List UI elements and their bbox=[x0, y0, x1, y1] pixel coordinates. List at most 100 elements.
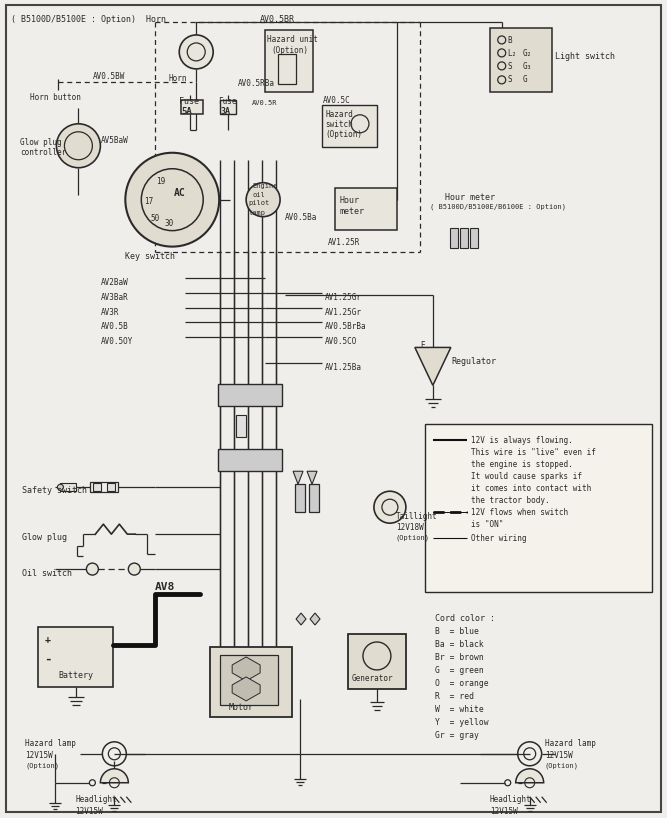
Bar bbox=[93, 483, 101, 492]
Text: Engine: Engine bbox=[252, 182, 277, 189]
Bar bbox=[278, 54, 296, 84]
Bar bbox=[91, 483, 118, 492]
Text: Other wiring: Other wiring bbox=[471, 534, 526, 543]
Text: Hazard unit: Hazard unit bbox=[267, 35, 318, 44]
Bar bbox=[220, 655, 278, 705]
Text: Regulator: Regulator bbox=[452, 357, 497, 366]
Polygon shape bbox=[232, 657, 260, 681]
Text: 12V15W: 12V15W bbox=[490, 807, 518, 816]
Text: Key switch: Key switch bbox=[125, 252, 175, 261]
Text: is "ON": is "ON" bbox=[471, 520, 503, 529]
Bar bbox=[39, 627, 113, 687]
Text: AV3R: AV3R bbox=[100, 308, 119, 317]
Text: AV0.5BW: AV0.5BW bbox=[93, 72, 125, 81]
Text: AV0.5Ba: AV0.5Ba bbox=[285, 213, 317, 222]
Bar bbox=[322, 105, 377, 146]
Text: 50: 50 bbox=[150, 213, 159, 222]
Text: Motor: Motor bbox=[228, 703, 253, 712]
Text: R  = red: R = red bbox=[435, 692, 474, 701]
Text: pilot: pilot bbox=[248, 200, 269, 205]
Text: AV0.5RBa: AV0.5RBa bbox=[238, 79, 275, 88]
Bar bbox=[309, 484, 319, 512]
Text: Horn button: Horn button bbox=[31, 93, 81, 102]
Text: Cord color :: Cord color : bbox=[435, 614, 495, 623]
Bar bbox=[450, 227, 458, 248]
Bar bbox=[61, 483, 77, 492]
Text: Gr = gray: Gr = gray bbox=[435, 730, 479, 739]
Bar bbox=[181, 100, 203, 114]
Text: It would cause sparks if: It would cause sparks if bbox=[471, 472, 582, 481]
Text: S: S bbox=[508, 75, 512, 84]
Text: 12V15W: 12V15W bbox=[25, 751, 53, 760]
Text: 12V flows when switch: 12V flows when switch bbox=[471, 508, 568, 517]
Text: L₂: L₂ bbox=[508, 49, 517, 58]
Text: AV1.25Gr: AV1.25Gr bbox=[325, 293, 362, 302]
Wedge shape bbox=[516, 769, 544, 783]
Polygon shape bbox=[310, 613, 320, 625]
Text: AC: AC bbox=[174, 187, 186, 198]
Text: G₂: G₂ bbox=[523, 49, 532, 58]
Text: the engine is stopped.: the engine is stopped. bbox=[471, 461, 572, 470]
Text: controller: controller bbox=[21, 148, 67, 157]
Text: Hazard lamp: Hazard lamp bbox=[25, 739, 76, 748]
Text: Fuse: Fuse bbox=[218, 97, 237, 106]
Text: (Option): (Option) bbox=[545, 763, 579, 769]
Text: G  = green: G = green bbox=[435, 666, 484, 675]
Text: Safety switch: Safety switch bbox=[23, 486, 87, 495]
Polygon shape bbox=[296, 613, 306, 625]
Wedge shape bbox=[100, 769, 128, 783]
Bar bbox=[210, 647, 292, 717]
Text: W  = white: W = white bbox=[435, 705, 484, 714]
Text: Headlight: Headlight bbox=[75, 795, 117, 804]
Bar bbox=[470, 227, 478, 248]
Polygon shape bbox=[232, 677, 260, 701]
Polygon shape bbox=[293, 471, 303, 484]
Text: Horn: Horn bbox=[168, 74, 187, 83]
Text: (Option): (Option) bbox=[271, 46, 308, 55]
Circle shape bbox=[246, 182, 280, 217]
Text: AV0.5BR: AV0.5BR bbox=[260, 15, 295, 24]
Polygon shape bbox=[307, 471, 317, 484]
Text: AV1.25Ba: AV1.25Ba bbox=[325, 363, 362, 372]
Text: Glow plug: Glow plug bbox=[23, 533, 67, 542]
Text: AV3BaR: AV3BaR bbox=[100, 293, 128, 302]
Text: B: B bbox=[508, 36, 512, 45]
Circle shape bbox=[125, 153, 219, 246]
Text: lamp: lamp bbox=[248, 209, 265, 216]
Text: Headlight: Headlight bbox=[490, 795, 532, 804]
Text: oil: oil bbox=[252, 191, 265, 198]
Text: Y  = yellow: Y = yellow bbox=[435, 718, 488, 727]
Text: the tractor body.: the tractor body. bbox=[471, 497, 550, 506]
Text: 3A: 3A bbox=[220, 107, 230, 116]
Text: 12V is always flowing.: 12V is always flowing. bbox=[471, 436, 572, 445]
Text: -: - bbox=[45, 653, 52, 666]
Text: Br = brown: Br = brown bbox=[435, 653, 484, 662]
Bar bbox=[335, 187, 397, 230]
Text: Hour meter: Hour meter bbox=[445, 193, 495, 202]
Text: ( B5100D/B5100E/B6100E : Option): ( B5100D/B5100E/B6100E : Option) bbox=[430, 204, 566, 210]
Text: Glow plug: Glow plug bbox=[21, 137, 62, 146]
Bar bbox=[265, 30, 313, 92]
Text: B  = blue: B = blue bbox=[435, 627, 479, 636]
Text: This wire is "live" even if: This wire is "live" even if bbox=[471, 448, 596, 457]
Text: Taillight: Taillight bbox=[396, 512, 438, 521]
Text: switch: switch bbox=[325, 119, 353, 128]
Text: G: G bbox=[523, 75, 528, 84]
Text: AV0.5R: AV0.5R bbox=[252, 100, 277, 106]
Text: Hour: Hour bbox=[340, 196, 360, 204]
Text: S: S bbox=[508, 62, 512, 71]
Text: AV2BaW: AV2BaW bbox=[100, 277, 128, 286]
Bar bbox=[218, 449, 282, 471]
Text: AV1.25R: AV1.25R bbox=[328, 237, 360, 246]
Bar bbox=[236, 416, 246, 438]
Text: 19: 19 bbox=[156, 177, 165, 186]
Text: 30: 30 bbox=[164, 218, 173, 227]
Bar bbox=[295, 484, 305, 512]
Text: ( B5100D/B5100E : Option)  Horn: ( B5100D/B5100E : Option) Horn bbox=[11, 15, 165, 24]
Text: O  = orange: O = orange bbox=[435, 679, 488, 688]
Bar bbox=[107, 483, 115, 492]
Text: AV5BaW: AV5BaW bbox=[100, 136, 128, 145]
Text: 12V15W: 12V15W bbox=[545, 751, 572, 760]
Bar bbox=[460, 227, 468, 248]
Text: 5A: 5A bbox=[181, 107, 192, 116]
